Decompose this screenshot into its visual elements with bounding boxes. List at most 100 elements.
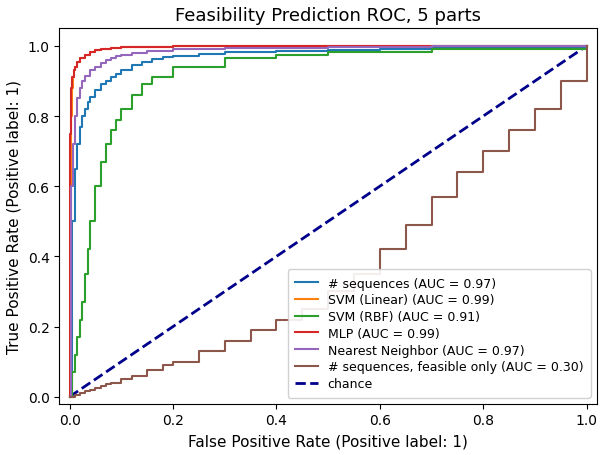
# sequences (AUC = 0.97)	[325, 48, 332, 53]
Nearest Neighbor (AUC = 0.97)	[325, 45, 332, 51]
Nearest Neighbor (AUC = 0.97)	[144, 49, 151, 55]
# sequences, feasible only (AUC = 0.30)	[583, 44, 590, 50]
# sequences (AUC = 0.97)	[68, 219, 76, 224]
SVM (RBF) (AUC = 0.91)	[325, 50, 332, 56]
Nearest Neighbor (AUC = 0.97)	[97, 61, 104, 67]
Nearest Neighbor (AUC = 0.97)	[221, 46, 228, 51]
# sequences, feasible only (AUC = 0.30)	[159, 363, 166, 368]
Nearest Neighbor (AUC = 0.97)	[583, 44, 590, 50]
SVM (Linear) (AUC = 0.99)	[69, 76, 76, 81]
# sequences (AUC = 0.97)	[148, 57, 156, 63]
SVM (Linear) (AUC = 0.99)	[144, 45, 151, 50]
SVM (Linear) (AUC = 0.99)	[97, 47, 104, 53]
MLP (AUC = 0.99)	[76, 56, 84, 62]
Line: Nearest Neighbor (AUC = 0.97): Nearest Neighbor (AUC = 0.97)	[70, 47, 587, 397]
Nearest Neighbor (AUC = 0.97)	[87, 69, 94, 74]
SVM (Linear) (AUC = 0.99)	[74, 60, 81, 65]
Nearest Neighbor (AUC = 0.97)	[69, 142, 76, 147]
# sequences, feasible only (AUC = 0.30)	[273, 317, 280, 323]
# sequences, feasible only (AUC = 0.30)	[247, 328, 254, 333]
Line: # sequences (AUC = 0.97): # sequences (AUC = 0.97)	[70, 47, 587, 397]
SVM (Linear) (AUC = 0.99)	[92, 49, 99, 54]
# sequences, feasible only (AUC = 0.30)	[71, 392, 78, 398]
# sequences, feasible only (AUC = 0.30)	[76, 391, 84, 396]
MLP (AUC = 0.99)	[97, 47, 104, 53]
SVM (RBF) (AUC = 0.91)	[68, 369, 76, 375]
# sequences (AUC = 0.97)	[583, 44, 590, 50]
MLP (AUC = 0.99)	[66, 394, 73, 399]
SVM (Linear) (AUC = 0.99)	[428, 44, 435, 50]
SVM (RBF) (AUC = 0.91)	[273, 53, 280, 58]
SVM (RBF) (AUC = 0.91)	[118, 107, 125, 112]
SVM (RBF) (AUC = 0.91)	[138, 82, 145, 88]
MLP (AUC = 0.99)	[169, 44, 176, 50]
MLP (AUC = 0.99)	[81, 53, 88, 58]
MLP (AUC = 0.99)	[68, 76, 76, 81]
# sequences (AUC = 0.97)	[376, 47, 384, 52]
SVM (Linear) (AUC = 0.99)	[66, 394, 73, 399]
Nearest Neighbor (AUC = 0.97)	[118, 53, 125, 58]
# sequences, feasible only (AUC = 0.30)	[505, 128, 513, 133]
Line: SVM (RBF) (AUC = 0.91): SVM (RBF) (AUC = 0.91)	[70, 47, 587, 397]
MLP (AUC = 0.99)	[107, 46, 115, 51]
# sequences (AUC = 0.97)	[273, 49, 280, 54]
# sequences (AUC = 0.97)	[118, 69, 125, 74]
Nearest Neighbor (AUC = 0.97)	[71, 114, 78, 120]
SVM (RBF) (AUC = 0.91)	[81, 272, 88, 277]
Nearest Neighbor (AUC = 0.97)	[169, 47, 176, 53]
# sequences, feasible only (AUC = 0.30)	[221, 338, 228, 344]
Nearest Neighbor (AUC = 0.97)	[107, 56, 115, 62]
MLP (AUC = 0.99)	[67, 131, 74, 137]
Nearest Neighbor (AUC = 0.97)	[102, 58, 110, 63]
# sequences, feasible only (AUC = 0.30)	[102, 382, 110, 387]
SVM (Linear) (AUC = 0.99)	[68, 86, 75, 91]
SVM (RBF) (AUC = 0.91)	[97, 160, 104, 165]
Nearest Neighbor (AUC = 0.97)	[66, 394, 73, 399]
SVM (RBF) (AUC = 0.91)	[71, 352, 78, 358]
MLP (AUC = 0.99)	[70, 69, 78, 74]
# sequences (AUC = 0.97)	[480, 46, 487, 51]
# sequences, feasible only (AUC = 0.30)	[558, 79, 565, 85]
# sequences, feasible only (AUC = 0.30)	[87, 387, 94, 393]
SVM (RBF) (AUC = 0.91)	[79, 299, 86, 305]
# sequences (AUC = 0.97)	[169, 54, 176, 60]
# sequences, feasible only (AUC = 0.30)	[92, 385, 99, 391]
# sequences, feasible only (AUC = 0.30)	[81, 389, 88, 394]
Nearest Neighbor (AUC = 0.97)	[74, 96, 81, 102]
MLP (AUC = 0.99)	[144, 45, 151, 50]
SVM (RBF) (AUC = 0.91)	[84, 247, 92, 253]
SVM (Linear) (AUC = 0.99)	[71, 65, 78, 71]
Nearest Neighbor (AUC = 0.97)	[81, 74, 88, 79]
# sequences, feasible only (AUC = 0.30)	[66, 394, 73, 399]
# sequences, feasible only (AUC = 0.30)	[325, 289, 332, 294]
SVM (Linear) (AUC = 0.99)	[107, 46, 115, 51]
# sequences, feasible only (AUC = 0.30)	[402, 222, 410, 228]
# sequences (AUC = 0.97)	[97, 82, 104, 88]
# sequences, feasible only (AUC = 0.30)	[107, 380, 115, 385]
# sequences, feasible only (AUC = 0.30)	[531, 107, 539, 112]
Nearest Neighbor (AUC = 0.97)	[76, 86, 84, 91]
# sequences (AUC = 0.97)	[107, 76, 115, 81]
SVM (RBF) (AUC = 0.91)	[113, 117, 120, 123]
SVM (Linear) (AUC = 0.99)	[87, 51, 94, 56]
MLP (AUC = 0.99)	[118, 46, 125, 51]
Nearest Neighbor (AUC = 0.97)	[67, 184, 75, 190]
SVM (RBF) (AUC = 0.91)	[428, 47, 435, 52]
# sequences (AUC = 0.97)	[113, 72, 120, 77]
SVM (RBF) (AUC = 0.91)	[128, 93, 135, 98]
SVM (Linear) (AUC = 0.99)	[118, 46, 125, 51]
MLP (AUC = 0.99)	[71, 65, 78, 71]
MLP (AUC = 0.99)	[325, 44, 332, 50]
# sequences (AUC = 0.97)	[92, 88, 99, 93]
# sequences (AUC = 0.97)	[87, 95, 94, 100]
# sequences, feasible only (AUC = 0.30)	[144, 368, 151, 374]
# sequences, feasible only (AUC = 0.30)	[454, 170, 461, 176]
# sequences (AUC = 0.97)	[159, 56, 166, 61]
# sequences (AUC = 0.97)	[74, 142, 81, 147]
MLP (AUC = 0.99)	[67, 96, 75, 102]
SVM (RBF) (AUC = 0.91)	[87, 219, 94, 224]
SVM (RBF) (AUC = 0.91)	[76, 317, 84, 323]
# sequences (AUC = 0.97)	[66, 394, 73, 399]
SVM (Linear) (AUC = 0.99)	[221, 44, 228, 50]
MLP (AUC = 0.99)	[74, 60, 81, 65]
